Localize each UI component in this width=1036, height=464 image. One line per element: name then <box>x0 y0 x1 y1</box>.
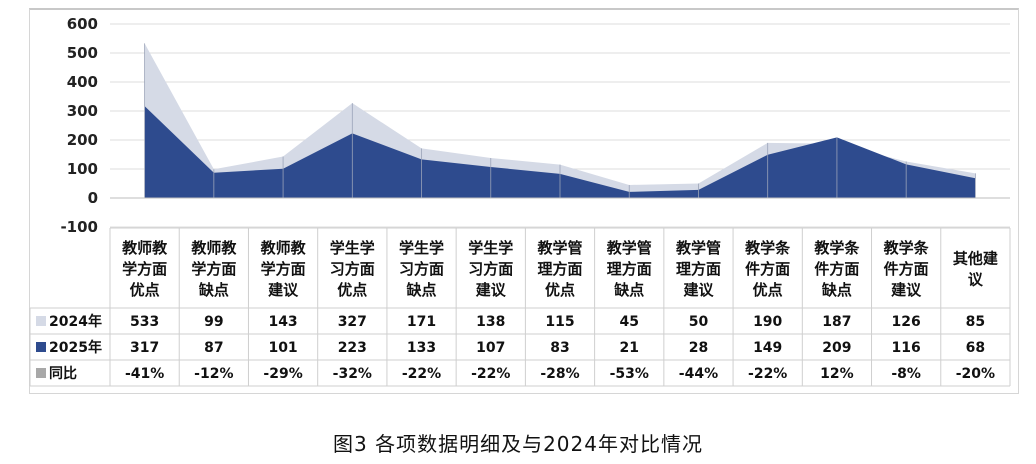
table-cell: 133 <box>407 340 436 356</box>
table-cell: 143 <box>268 314 297 330</box>
table-cell: -20% <box>956 366 995 382</box>
category-label: 教师教 <box>121 239 168 257</box>
y-tick-label: 600 <box>67 15 98 33</box>
table-cell: 99 <box>204 314 223 330</box>
table-cell: -53% <box>610 366 649 382</box>
category-label: 教学条 <box>813 239 860 257</box>
table-cell: -29% <box>263 366 302 382</box>
category-label: 教学管 <box>675 239 721 257</box>
table-cell: -44% <box>679 366 718 382</box>
category-label: 教学管 <box>606 239 652 257</box>
category-label: 学生学 <box>468 239 513 257</box>
table-cell: 12% <box>820 366 854 382</box>
category-label: 学生学 <box>330 239 375 257</box>
category-label: 件方面 <box>884 260 929 278</box>
row-label: 2025年 <box>49 339 102 356</box>
y-tick-label: 500 <box>67 44 98 62</box>
table-cell: 171 <box>407 314 436 330</box>
table-cell: -41% <box>125 366 164 382</box>
category-label: 学方面 <box>122 260 167 278</box>
table-cell: -12% <box>194 366 233 382</box>
y-tick-label: 100 <box>67 160 98 178</box>
y-tick-label: 200 <box>67 131 98 149</box>
table-cell: 85 <box>966 314 985 330</box>
table-cell: 187 <box>822 314 851 330</box>
table-cell: 107 <box>476 340 505 356</box>
table-cell: 101 <box>268 340 297 356</box>
table-cell: 50 <box>689 314 709 330</box>
table-cell: 533 <box>130 314 159 330</box>
category-label: 件方面 <box>814 260 859 278</box>
figure-caption: 图3 各项数据明细及与2024年对比情况 <box>333 432 703 456</box>
legend-marker <box>36 316 46 326</box>
category-label: 优点 <box>337 281 367 299</box>
category-label: 建议 <box>268 281 299 299</box>
category-label: 教学条 <box>744 239 791 257</box>
category-label: 优点 <box>545 281 575 299</box>
row-label: 同比 <box>49 365 77 382</box>
table-cell: -22% <box>748 366 787 382</box>
table-cell: 126 <box>892 314 921 330</box>
category-label: 缺点 <box>406 281 437 299</box>
table-cell: 209 <box>822 340 851 356</box>
table-cell: -22% <box>402 366 441 382</box>
category-label: 教学条 <box>883 239 930 257</box>
category-label: 缺点 <box>821 281 852 299</box>
category-label: 议 <box>968 271 984 289</box>
table-cell: 28 <box>689 340 708 356</box>
table-cell: 68 <box>966 340 985 356</box>
table-cell: 138 <box>476 314 505 330</box>
category-label: 其他建 <box>953 250 999 268</box>
table-cell: 83 <box>550 340 569 356</box>
category-label: 件方面 <box>745 260 790 278</box>
category-label: 学生学 <box>399 239 444 257</box>
legend-marker <box>36 368 46 378</box>
table-cell: -8% <box>891 366 921 382</box>
table-cell: 327 <box>338 314 367 330</box>
category-label: 教学管 <box>536 239 582 257</box>
y-tick-label: 400 <box>67 73 98 91</box>
category-label: 习方面 <box>468 260 513 278</box>
category-label: 教师教 <box>190 239 237 257</box>
table-cell: 45 <box>619 314 638 330</box>
row-label: 2024年 <box>49 313 102 330</box>
category-label: 优点 <box>130 281 160 299</box>
y-tick-label: -100 <box>60 218 98 236</box>
table-cell: 223 <box>338 340 367 356</box>
table-cell: 115 <box>545 314 574 330</box>
table-cell: 190 <box>753 314 782 330</box>
category-label: 习方面 <box>330 260 375 278</box>
table-cell: 149 <box>753 340 782 356</box>
category-label: 建议 <box>683 281 714 299</box>
table-cell: -32% <box>333 366 372 382</box>
y-tick-label: 0 <box>88 189 98 207</box>
category-label: 优点 <box>753 281 783 299</box>
table-cell: 317 <box>130 340 159 356</box>
category-label: 理方面 <box>676 260 721 278</box>
category-label: 理方面 <box>537 260 582 278</box>
category-label: 理方面 <box>607 260 652 278</box>
category-label: 建议 <box>891 281 922 299</box>
table-cell: 21 <box>619 340 638 356</box>
y-tick-label: 300 <box>67 102 98 120</box>
chart-frame <box>29 8 1019 394</box>
category-label: 建议 <box>476 281 507 299</box>
table-cell: -28% <box>540 366 579 382</box>
legend-marker <box>36 342 46 352</box>
table-cell: 87 <box>204 340 223 356</box>
category-label: 教师教 <box>260 239 307 257</box>
category-label: 学方面 <box>191 260 236 278</box>
category-label: 缺点 <box>198 281 229 299</box>
category-label: 学方面 <box>261 260 306 278</box>
category-label: 缺点 <box>613 281 644 299</box>
table-cell: 116 <box>892 340 921 356</box>
category-label: 习方面 <box>399 260 444 278</box>
table-cell: -22% <box>471 366 510 382</box>
